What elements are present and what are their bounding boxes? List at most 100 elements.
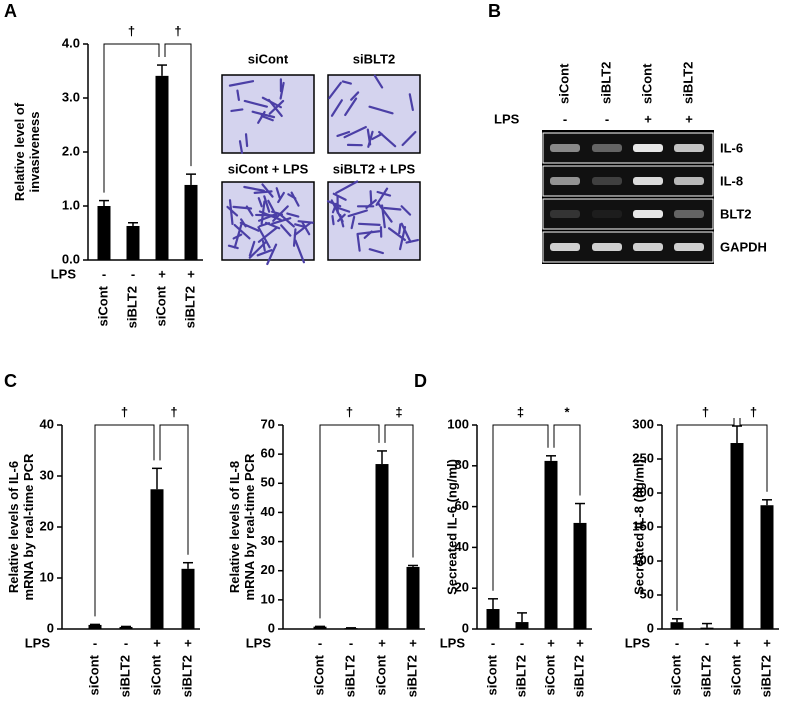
x-tick-label: siCont (148, 654, 163, 695)
significance-mark: ‡ (517, 404, 524, 419)
y-tick-label: 20 (40, 518, 54, 533)
gel-band (550, 144, 580, 152)
y-tick-label: 0.0 (62, 251, 80, 266)
lps-sign: + (685, 111, 693, 126)
y-axis-label: invasiveness (27, 112, 42, 193)
significance-bracket (164, 43, 192, 167)
cell (350, 215, 356, 230)
y-tick-label: 40 (261, 504, 275, 519)
cell (260, 114, 274, 122)
y-axis-label: Secreated IL-8 (ng/ml) (631, 459, 646, 595)
significance-mark: † (702, 404, 709, 419)
y-tick-label: 50 (261, 475, 275, 490)
panel-label: C (4, 371, 17, 391)
y-tick-label: 4.0 (62, 35, 80, 50)
x-tick-label: siCont (86, 654, 101, 695)
y-tick-label: 30 (40, 467, 54, 482)
cell (400, 205, 412, 216)
cell (267, 199, 275, 213)
cell (376, 201, 393, 223)
cell (405, 238, 420, 244)
panel-label: B (488, 1, 501, 21)
gel-band (592, 243, 622, 251)
lps-sign: + (576, 635, 584, 650)
cell (248, 240, 256, 257)
significance-bracket (94, 424, 155, 617)
band-label: GAPDH (720, 239, 767, 254)
bar (375, 464, 389, 629)
image-label: siBLT2 (353, 51, 395, 66)
lane-label: siCont (556, 63, 571, 104)
y-tick-label: 0 (462, 620, 469, 635)
significance-mark: † (346, 404, 353, 419)
bar (97, 206, 111, 260)
x-tick-label: siCont (668, 654, 683, 695)
cell (350, 91, 360, 101)
cell (398, 223, 402, 235)
bar (155, 75, 169, 260)
cell (336, 130, 351, 137)
lps-sign: - (102, 266, 106, 281)
cell (243, 185, 265, 192)
cell (233, 223, 251, 240)
lps-sign: - (675, 635, 679, 650)
cell (277, 191, 285, 204)
cell (233, 223, 243, 249)
lane-label: siBLT2 (598, 62, 613, 104)
cell (279, 81, 285, 100)
gel-band (633, 210, 663, 218)
significance-bracket (384, 424, 414, 558)
x-tick-label: siBLT2 (513, 655, 528, 697)
bar (88, 624, 102, 629)
y-tick-label: 0 (647, 620, 654, 635)
lps-sign: + (733, 635, 741, 650)
significance-mark: † (170, 404, 177, 419)
band-label: IL-6 (720, 140, 743, 155)
cell (244, 133, 249, 148)
y-tick-label: 3.0 (62, 89, 80, 104)
y-tick-label: 60 (261, 446, 275, 461)
cell (368, 248, 384, 255)
x-tick-label: siCont (95, 285, 110, 326)
cell (401, 130, 417, 147)
cell (228, 80, 255, 87)
cell (341, 80, 352, 85)
cell (261, 240, 266, 252)
x-tick-label: siBLT2 (117, 655, 132, 697)
cell (330, 99, 343, 117)
significance-mark: † (750, 404, 757, 419)
bar (700, 627, 714, 629)
gel-band (550, 243, 580, 251)
cell (279, 213, 295, 228)
lps-sign: + (644, 111, 652, 126)
significance-bracket (319, 424, 380, 619)
x-tick-label: siCont (311, 654, 326, 695)
lps-sign: - (563, 111, 567, 126)
cell (369, 190, 373, 206)
lps-sign: + (378, 635, 386, 650)
cell (280, 224, 292, 237)
bar (406, 566, 420, 629)
y-axis-label: Relative level of (12, 102, 27, 201)
lps-label: LPS (440, 635, 466, 650)
lps-label: LPS (494, 111, 520, 126)
gel-band (550, 210, 580, 218)
cell (344, 97, 358, 117)
y-axis-label: mRNA by real-time PCR (21, 453, 36, 600)
lane-label: siBLT2 (680, 62, 695, 104)
y-tick-label: 150 (632, 518, 654, 533)
y-tick-label: 40 (455, 539, 469, 554)
bar (760, 505, 774, 629)
x-tick-label: siBLT2 (182, 286, 197, 328)
lps-sign: - (705, 635, 709, 650)
cell (383, 206, 402, 211)
lps-sign: - (124, 635, 128, 650)
cell (290, 191, 300, 207)
gel-strip (542, 198, 714, 230)
significance-bracket (553, 424, 581, 496)
significance-mark: † (128, 23, 135, 38)
cell (400, 222, 412, 243)
cell (294, 239, 306, 264)
y-tick-label: 20 (455, 580, 469, 595)
y-tick-label: 20 (261, 562, 275, 577)
